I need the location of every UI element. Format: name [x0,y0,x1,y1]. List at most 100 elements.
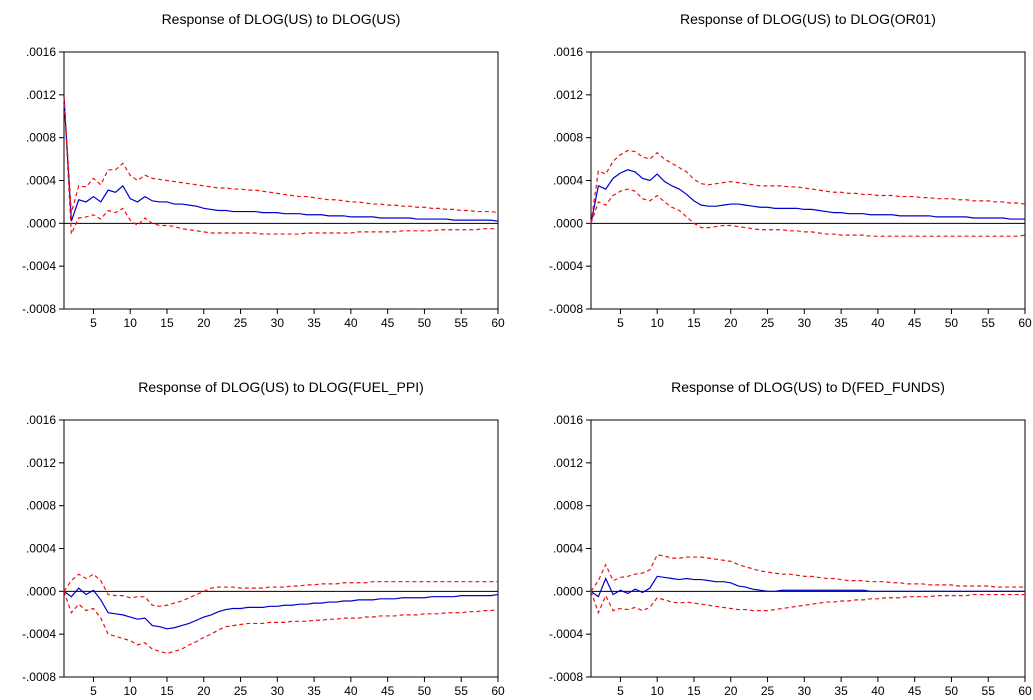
upper-band-line [63,573,498,607]
y-tick-label: .0012 [26,88,56,102]
chart-panel-4: Response of DLOG(US) to D(FED_FUNDS) -.00… [549,379,1032,698]
x-tick-label: 60 [491,684,505,698]
response-line [63,587,499,630]
x-tick-label: 10 [651,316,665,330]
x-tick-label: 20 [724,316,738,330]
x-tick-label: 45 [908,316,922,330]
response-line [590,575,1025,598]
x-tick-label: 40 [344,684,358,698]
x-tick-label: 15 [687,684,701,698]
y-tick-label: .0016 [553,413,583,427]
x-tick-label: 35 [307,316,321,330]
y-tick-label: .0008 [26,499,56,513]
x-tick-label: 30 [271,316,285,330]
y-tick-label: .0004 [26,542,56,556]
x-tick-label: 5 [617,316,624,330]
plot-frame [63,419,499,678]
chart-title: Response of DLOG(US) to DLOG(OR01) [680,11,936,27]
x-tick-label: 35 [834,316,848,330]
chart-title: Response of DLOG(US) to DLOG(FUEL_PPI) [138,379,424,395]
y-tick-label: .0016 [26,413,56,427]
y-tick-label: .0008 [553,131,583,145]
x-tick-label: 45 [381,684,395,698]
y-tick-label: -.0008 [549,302,583,316]
x-tick-label: 15 [160,684,174,698]
upper-band-line [590,149,1026,224]
y-tick-label: .0016 [553,45,583,59]
plot-frame [590,419,1026,678]
y-tick-label: .0000 [553,216,583,230]
lower-band-line [590,591,1025,615]
y-tick-label: .0004 [553,542,583,556]
y-tick-label: -.0004 [22,259,56,273]
y-tick-label: -.0008 [22,670,56,684]
y-tick-label: .0004 [26,174,56,188]
x-tick-label: 10 [124,316,138,330]
y-tick-label: -.0008 [549,670,583,684]
plot-frame [590,51,1026,310]
x-tick-label: 50 [418,684,432,698]
y-tick-label: .0004 [553,174,583,188]
lower-band-line [63,591,499,655]
y-tick-label: .0012 [553,88,583,102]
x-tick-label: 20 [724,684,738,698]
x-tick-label: 25 [761,316,775,330]
y-tick-label: .0000 [26,584,56,598]
x-tick-label: 50 [945,684,959,698]
x-tick-label: 45 [908,684,922,698]
lower-band-line [590,188,1026,237]
y-tick-label: -.0008 [22,302,56,316]
y-tick-label: .0016 [26,45,56,59]
y-tick-label: -.0004 [22,627,56,641]
x-tick-label: 50 [418,316,432,330]
x-tick-label: 55 [455,316,469,330]
y-tick-label: .0000 [26,216,56,230]
chart-panel-2: Response of DLOG(US) to DLOG(OR01) -.0008… [549,11,1032,330]
x-tick-label: 25 [761,684,775,698]
x-tick-label: 10 [124,684,138,698]
x-tick-label: 45 [381,316,395,330]
x-tick-label: 60 [491,316,505,330]
upper-band-line [63,96,499,214]
x-tick-label: 10 [651,684,665,698]
chart-title: Response of DLOG(US) to D(FED_FUNDS) [671,379,945,395]
x-tick-label: 20 [197,684,211,698]
x-tick-label: 55 [982,684,996,698]
response-line [590,169,1025,224]
x-tick-label: 20 [197,316,211,330]
lower-band-line [63,96,498,235]
x-tick-label: 25 [234,684,248,698]
x-tick-label: 35 [307,684,321,698]
upper-band-line [590,554,1025,592]
y-tick-label: -.0004 [549,627,583,641]
chart-panel-3: Response of DLOG(US) to DLOG(FUEL_PPI) -.… [22,379,505,698]
y-tick-label: .0000 [553,584,583,598]
x-tick-label: 50 [945,316,959,330]
y-tick-label: .0008 [26,131,56,145]
y-tick-label: .0012 [553,456,583,470]
y-tick-label: .0012 [26,456,56,470]
x-tick-label: 30 [271,684,285,698]
x-tick-label: 5 [617,684,624,698]
chart-panel-1: Response of DLOG(US) to DLOG(US) -.0008 -.… [22,11,505,330]
y-tick-label: .0008 [553,499,583,513]
x-tick-label: 15 [687,316,701,330]
x-tick-label: 35 [834,684,848,698]
y-tick-label: -.0004 [549,259,583,273]
x-tick-label: 60 [1018,316,1032,330]
x-tick-label: 25 [234,316,248,330]
x-tick-label: 40 [344,316,358,330]
x-tick-label: 40 [871,684,885,698]
x-tick-label: 30 [798,684,812,698]
plot-frame [63,51,499,310]
x-tick-label: 60 [1018,684,1032,698]
x-tick-label: 40 [871,316,885,330]
x-tick-label: 55 [982,316,996,330]
x-tick-label: 15 [160,316,174,330]
chart-title: Response of DLOG(US) to DLOG(US) [162,11,401,27]
x-tick-label: 5 [90,316,97,330]
x-tick-label: 5 [90,684,97,698]
response-line [63,96,499,222]
x-tick-label: 55 [455,684,469,698]
